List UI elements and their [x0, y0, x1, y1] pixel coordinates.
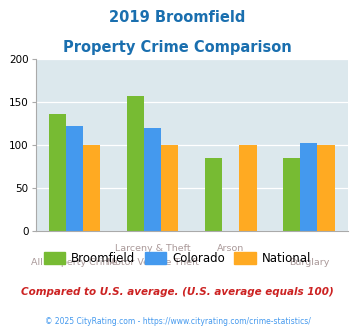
- Text: All Property Crime: All Property Crime: [31, 258, 118, 267]
- Text: Larceny & Theft: Larceny & Theft: [115, 244, 191, 253]
- Bar: [300, 143, 317, 231]
- Legend: Broomfield, Colorado, National: Broomfield, Colorado, National: [39, 247, 316, 269]
- Bar: [144, 128, 161, 231]
- Text: 2019 Broomfield: 2019 Broomfield: [109, 10, 246, 25]
- Bar: [239, 145, 257, 231]
- Text: Arson: Arson: [217, 244, 244, 253]
- Text: Property Crime Comparison: Property Crime Comparison: [63, 40, 292, 54]
- Text: © 2025 CityRating.com - https://www.cityrating.com/crime-statistics/: © 2025 CityRating.com - https://www.city…: [45, 317, 310, 326]
- Bar: [317, 145, 335, 231]
- Text: Motor Vehicle Theft: Motor Vehicle Theft: [106, 258, 199, 267]
- Bar: [49, 114, 66, 231]
- Bar: [66, 126, 83, 231]
- Bar: [83, 145, 100, 231]
- Bar: [283, 158, 300, 231]
- Text: Burglary: Burglary: [289, 258, 329, 267]
- Text: Compared to U.S. average. (U.S. average equals 100): Compared to U.S. average. (U.S. average …: [21, 287, 334, 297]
- Bar: [127, 96, 144, 231]
- Bar: [161, 145, 179, 231]
- Bar: [205, 158, 222, 231]
